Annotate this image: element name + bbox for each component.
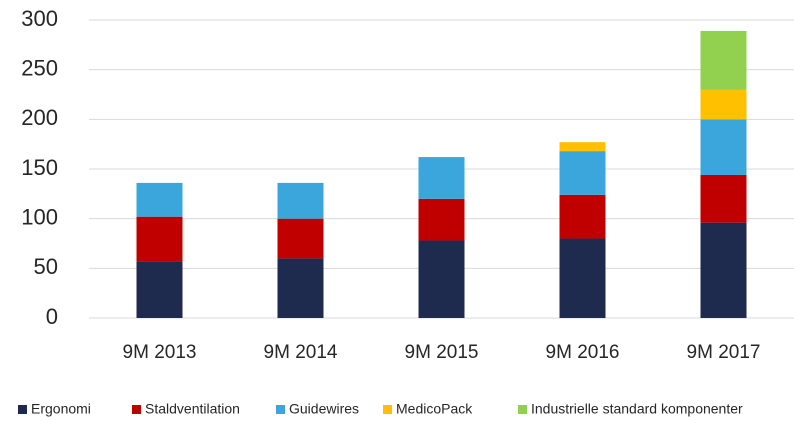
legend-label: Guidewires xyxy=(289,401,359,417)
legend-label: Staldventilation xyxy=(145,401,240,417)
bar-segment xyxy=(418,198,465,241)
y-tick-label: 50 xyxy=(34,254,58,279)
y-tick-label: 300 xyxy=(21,6,58,31)
bar-segment xyxy=(136,216,183,262)
bar-segment xyxy=(700,119,747,175)
y-tick-label: 0 xyxy=(46,304,58,329)
bar-segment xyxy=(418,240,465,318)
x-tick-label: 9M 2016 xyxy=(546,342,620,363)
x-tick-label: 9M 2013 xyxy=(123,342,197,363)
bar-segment xyxy=(700,174,747,223)
legend-swatch xyxy=(276,405,285,414)
bar-segment xyxy=(700,30,747,90)
bar-segment xyxy=(559,238,606,318)
bar-segment xyxy=(136,261,183,318)
y-tick-label: 100 xyxy=(21,204,58,229)
legend-swatch xyxy=(383,405,392,414)
bar-segment xyxy=(277,258,324,318)
x-tick-label: 9M 2015 xyxy=(405,342,479,363)
y-tick-label: 150 xyxy=(21,155,58,180)
bar-segment xyxy=(559,151,606,195)
bar-segment xyxy=(700,222,747,318)
legend-swatch xyxy=(518,405,527,414)
x-tick-label: 9M 2017 xyxy=(687,342,761,363)
bar-segment xyxy=(559,142,606,152)
bar-segment xyxy=(700,89,747,120)
legend-label: Ergonomi xyxy=(31,401,91,417)
legend-swatch xyxy=(18,405,27,414)
y-tick-label: 200 xyxy=(21,105,58,130)
legend-swatch xyxy=(132,405,141,414)
legend-label: Industrielle standard komponenter xyxy=(531,401,743,417)
legend-label: MedicoPack xyxy=(396,401,473,417)
y-tick-label: 250 xyxy=(21,55,58,80)
bar-segment xyxy=(136,182,183,217)
bar-segment xyxy=(418,157,465,199)
bar-segment xyxy=(559,194,606,239)
bar-segment xyxy=(277,218,324,259)
bar-segment xyxy=(277,182,324,219)
x-tick-label: 9M 2014 xyxy=(264,342,338,363)
